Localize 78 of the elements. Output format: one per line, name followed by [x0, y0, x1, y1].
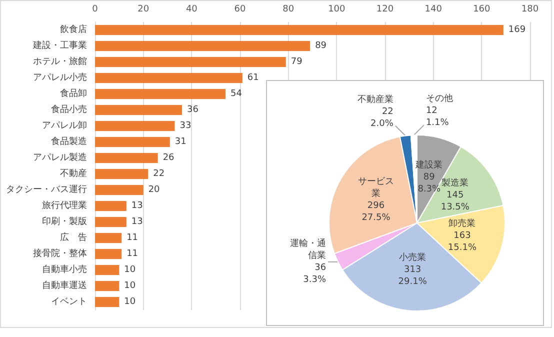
slice-label: サービス業	[358, 176, 394, 200]
bar	[95, 297, 120, 307]
y-tick-label: 印刷・製版	[42, 216, 87, 227]
slice-label: 小売業	[399, 252, 426, 263]
data-label: 22	[153, 169, 165, 179]
slice-label: 卸売業	[448, 218, 476, 229]
data-label: 20	[148, 185, 160, 195]
slice-label: その他	[426, 93, 453, 104]
x-tick-label: 60	[234, 4, 246, 14]
bar	[95, 185, 144, 195]
data-label: 10	[124, 281, 136, 291]
bar	[95, 137, 170, 147]
x-tick-label: 20	[138, 4, 150, 14]
y-tick-label: アパレル製造	[33, 152, 87, 163]
bar	[95, 153, 158, 163]
bar	[95, 265, 120, 275]
data-label: 79	[290, 57, 303, 67]
data-label: 11	[126, 233, 138, 243]
bar	[95, 217, 126, 227]
data-label: 54	[230, 89, 242, 99]
data-label: 89	[315, 41, 327, 51]
x-tick-label: 80	[282, 4, 294, 14]
bar	[95, 169, 148, 179]
data-label: 33	[180, 121, 192, 131]
data-label: 36 3.3%	[303, 262, 326, 285]
x-tick-label: 120	[376, 4, 394, 14]
y-tick-label: 自動車運送	[42, 280, 87, 291]
bar	[95, 105, 182, 115]
bar	[95, 249, 122, 259]
data-label: 12 1.1%	[426, 106, 450, 128]
y-tick-label: 旅行代理業	[42, 200, 87, 211]
data-label: 10	[124, 265, 136, 275]
y-tick-label: 食品小売	[51, 104, 87, 115]
data-label: 163 15.1%	[448, 230, 477, 253]
data-label: 36	[187, 105, 199, 115]
bar	[95, 201, 126, 211]
data-label: 169	[508, 25, 526, 35]
bar	[95, 281, 120, 291]
y-tick-label: アパレル卸	[42, 120, 87, 131]
data-label: 26	[162, 153, 175, 163]
data-label: 145 13.5%	[440, 190, 470, 213]
x-tick-label: 100	[328, 4, 346, 14]
y-tick-label: 接骨院・整体	[33, 248, 87, 259]
data-label: 13	[131, 201, 143, 211]
y-tick-label: 食品卸	[60, 88, 87, 99]
x-tick-label: 160	[473, 4, 491, 14]
data-label: 13	[131, 217, 143, 227]
x-tick-label: 180	[521, 4, 539, 14]
data-label: 61	[247, 73, 259, 83]
data-label: 11	[126, 249, 138, 259]
y-tick-label: 広 告	[60, 232, 87, 243]
y-tick-label: 自動車小売	[42, 264, 87, 275]
bar	[95, 57, 286, 67]
slice-label: 運輸・通信業	[290, 238, 326, 261]
bar	[95, 73, 242, 83]
data-label: 313 29.1%	[398, 264, 428, 287]
bar	[95, 89, 226, 99]
bar	[95, 121, 175, 131]
slice-label: 製造業	[442, 178, 469, 189]
x-tick-label: 140	[424, 4, 442, 14]
x-tick-label: 0	[92, 4, 98, 14]
data-label: 31	[174, 137, 186, 147]
bar	[95, 25, 504, 35]
bar	[95, 41, 310, 51]
y-tick-label: ホテル・旅館	[33, 56, 87, 67]
y-tick-label: 不動産	[60, 168, 87, 179]
bar	[95, 233, 122, 243]
y-tick-label: 食品製造	[51, 136, 87, 147]
y-tick-label: 建設・工事業	[32, 40, 87, 51]
slice-label: 不動産業	[357, 94, 394, 105]
data-label: 296 27.5%	[362, 201, 391, 224]
y-tick-label: 飲食店	[60, 24, 87, 35]
y-tick-label: イベント	[51, 297, 87, 307]
data-label: 10	[124, 297, 136, 307]
y-tick-label: タクシー・バス運行	[6, 184, 87, 195]
data-label: 22 2.0%	[370, 106, 394, 129]
y-tick-label: アパレル小売	[33, 72, 87, 83]
x-tick-label: 40	[186, 4, 198, 14]
